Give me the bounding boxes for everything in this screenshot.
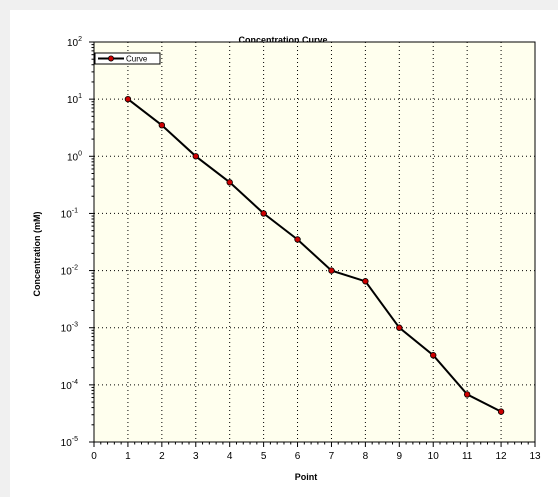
x-tick-label: 2 — [159, 451, 165, 462]
x-axis-title: Point — [295, 472, 318, 482]
plot-background — [94, 42, 535, 442]
x-tick-label: 7 — [329, 451, 335, 462]
data-point — [362, 278, 369, 285]
y-tick-label: 10-3 — [61, 322, 78, 335]
plot-border — [93, 41, 536, 443]
legend: Curve — [94, 52, 161, 65]
data-point — [192, 153, 199, 160]
x-tick-label: 6 — [295, 451, 301, 462]
data-point — [294, 236, 301, 243]
plot-area: 0 1 2 3 4 5 6 7 8 9 10 11 12 1310-510-410-310-210-110… — [61, 36, 541, 462]
legend-label: Curve — [126, 55, 148, 64]
x-tick-label: 0 — [91, 451, 97, 462]
data-point — [226, 179, 233, 186]
legend-marker-swatch — [108, 55, 115, 62]
y-tick-label: 101 — [67, 93, 82, 106]
legend-box — [94, 52, 161, 65]
data-point — [158, 121, 166, 129]
x-tick-label: 12 — [496, 451, 508, 462]
y-tick-label: 10-1 — [61, 207, 78, 220]
x-tick-label: 5 — [261, 451, 267, 462]
data-point — [430, 352, 437, 359]
x-tick-label: 1 — [125, 451, 131, 462]
y-tick-label: 100 — [67, 150, 82, 163]
data-point — [463, 391, 471, 398]
x-tick-label: 3 — [193, 451, 199, 462]
chart-title: Concentration Curve — [238, 35, 327, 45]
x-tick-label: 4 — [227, 451, 233, 462]
data-point — [497, 408, 505, 415]
data-point — [124, 95, 132, 103]
data-point — [396, 324, 403, 331]
y-tick-label: 10-5 — [61, 436, 78, 449]
x-tick-label: 8 — [363, 451, 369, 462]
y-axis-title: Concentration (mM) — [32, 212, 42, 297]
x-tick-label: 10 — [428, 451, 440, 462]
y-tick-label: 10-4 — [61, 379, 78, 392]
x-tick-label: 11 — [462, 451, 473, 462]
x-tick-label: 9 — [397, 451, 403, 462]
y-tick-label: 102 — [67, 36, 82, 49]
chart: Concentration Curve 0 1 2 3 4 5 6 7 8 9 10 11 12 1310… — [32, 35, 541, 482]
data-point — [328, 267, 335, 274]
y-tick-label: 10-2 — [61, 265, 78, 278]
data-point — [260, 210, 267, 217]
chart-panel: Concentration Curve 0 1 2 3 4 5 6 7 8 9 10 11 12 13 10… — [10, 10, 558, 497]
series-line — [127, 98, 502, 413]
x-tick-label: 13 — [529, 451, 541, 462]
